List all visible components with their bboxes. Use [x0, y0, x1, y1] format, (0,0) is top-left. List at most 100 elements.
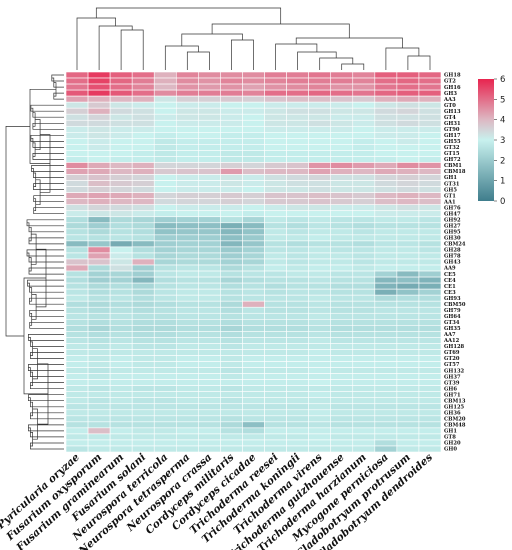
heatmap-cell — [418, 144, 442, 151]
heatmap-cell — [175, 246, 199, 254]
heatmap-cell — [87, 439, 111, 447]
heatmap-cell — [87, 300, 111, 308]
heatmap-cell — [175, 294, 199, 302]
heatmap-cell — [286, 433, 309, 441]
heatmap-cell — [286, 234, 309, 242]
heatmap-cell — [153, 156, 177, 163]
legend-tick-label: 1 — [500, 177, 505, 187]
heatmap-cell — [153, 361, 177, 368]
heatmap-cell — [242, 331, 265, 338]
heatmap-cell — [153, 306, 177, 314]
heatmap-cell — [264, 433, 287, 441]
heatmap-cell — [242, 294, 265, 302]
heatmap-cell — [264, 439, 287, 447]
heatmap-cell — [396, 234, 420, 242]
heatmap-cell — [308, 415, 332, 423]
heatmap-cell — [352, 198, 376, 205]
heatmap-cell — [374, 198, 398, 205]
heatmap-cell — [374, 379, 398, 386]
heatmap-cell — [109, 246, 133, 254]
heatmap-cell — [286, 288, 309, 296]
heatmap-cell — [330, 361, 354, 368]
heatmap-cell — [153, 373, 177, 380]
heatmap-cell — [418, 246, 442, 254]
heatmap-cell — [374, 343, 398, 350]
heatmap-cell — [242, 439, 265, 447]
heatmap-cell — [131, 337, 155, 344]
heatmap-cell — [220, 198, 243, 205]
heatmap-cell — [87, 373, 111, 380]
heatmap-cell — [396, 95, 420, 103]
heatmap-cell — [153, 445, 177, 453]
row-dendrogram-branch — [30, 104, 64, 112]
row-dendrogram-branch — [33, 207, 64, 215]
row-label: GT69 — [444, 350, 460, 356]
heatmap-cell — [109, 156, 133, 163]
heatmap-cell — [242, 427, 265, 435]
heatmap-cell — [242, 276, 265, 284]
heatmap-cell — [264, 83, 287, 91]
heatmap-cell — [87, 433, 111, 441]
heatmap-cell — [87, 343, 111, 350]
heatmap-cell — [286, 415, 309, 423]
heatmap-cell — [198, 439, 221, 447]
heatmap-cell — [87, 113, 111, 121]
heatmap-cell — [308, 300, 332, 308]
heatmap-cell — [198, 162, 221, 169]
heatmap-cell — [374, 288, 398, 296]
heatmap-cell — [396, 282, 420, 290]
heatmap-cell — [131, 421, 155, 429]
heatmap-cell — [220, 162, 243, 169]
heatmap-cell — [242, 349, 265, 356]
heatmap-cell — [330, 228, 354, 236]
heatmap-cell — [352, 89, 376, 97]
heatmap-cell — [198, 240, 221, 248]
heatmap-cell — [396, 343, 420, 350]
heatmap-cell — [153, 113, 177, 121]
heatmap-cell — [242, 234, 265, 242]
heatmap-cell — [65, 373, 89, 380]
row-label: CE3 — [444, 290, 456, 296]
heatmap-cell — [198, 282, 221, 290]
heatmap-cell — [109, 325, 133, 332]
heatmap-cell — [374, 252, 398, 260]
heatmap-cell — [396, 132, 420, 139]
heatmap-cell — [131, 433, 155, 441]
color-legend: 0 1 2 3 4 5 6 — [478, 75, 505, 207]
heatmap-cell — [65, 180, 89, 187]
heatmap-cell — [330, 421, 354, 429]
heatmap-cell — [153, 222, 177, 230]
heatmap-cell — [330, 144, 354, 151]
heatmap-cell — [153, 132, 177, 139]
row-label: GT39 — [444, 380, 460, 386]
heatmap-cell — [220, 204, 243, 212]
heatmap-cell — [65, 355, 89, 362]
heatmap-cell — [352, 445, 376, 453]
heatmap-cell — [65, 228, 89, 236]
heatmap-cell — [242, 325, 265, 332]
heatmap-cell — [153, 379, 177, 386]
heatmap-cell — [352, 174, 376, 181]
row-dendrogram-branch — [51, 77, 64, 88]
heatmap-cell — [308, 180, 332, 187]
row-label: CE1 — [444, 284, 456, 290]
heatmap-cell — [352, 83, 376, 91]
heatmap-cell — [374, 367, 398, 374]
heatmap-cell — [418, 270, 442, 278]
heatmap-cell — [109, 300, 133, 308]
heatmap-cell — [87, 168, 111, 175]
row-label: CBM24 — [444, 242, 466, 248]
heatmap-cell — [198, 391, 221, 399]
heatmap-cell — [87, 150, 111, 157]
heatmap-cell — [109, 216, 133, 224]
column-dendrogram — [76, 7, 431, 70]
heatmap-cell — [396, 77, 420, 85]
heatmap-cell — [242, 174, 265, 181]
heatmap-cell — [308, 156, 332, 163]
heatmap-cell — [352, 379, 376, 386]
heatmap-cell — [396, 373, 420, 380]
heatmap-cell — [109, 210, 133, 218]
heatmap-cell — [198, 433, 221, 441]
heatmap-cell — [418, 367, 442, 374]
heatmap-cell — [264, 361, 287, 368]
